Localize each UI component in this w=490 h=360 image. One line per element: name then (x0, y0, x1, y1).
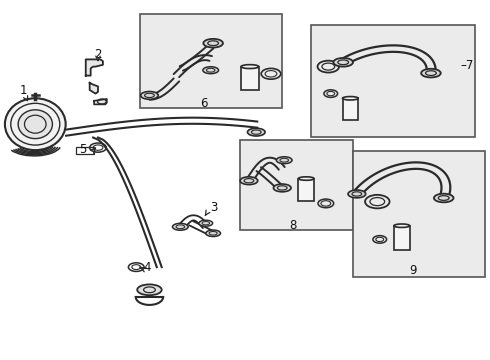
Ellipse shape (247, 128, 265, 136)
Ellipse shape (434, 194, 454, 202)
Ellipse shape (203, 39, 223, 48)
Ellipse shape (172, 223, 188, 230)
Text: 5: 5 (79, 143, 87, 156)
Text: 8: 8 (289, 219, 296, 231)
Ellipse shape (199, 220, 213, 226)
Text: –7: –7 (461, 59, 474, 72)
Bar (241, 67, 259, 90)
Ellipse shape (137, 284, 162, 295)
Bar (394, 226, 410, 250)
Bar (311, 25, 475, 137)
Text: 1: 1 (20, 84, 27, 96)
Ellipse shape (18, 110, 52, 139)
Polygon shape (94, 99, 107, 104)
Ellipse shape (141, 91, 158, 99)
Bar (240, 140, 353, 230)
Bar (76, 147, 94, 154)
Bar (353, 151, 485, 277)
Ellipse shape (276, 157, 292, 164)
Text: 4: 4 (144, 261, 151, 274)
Ellipse shape (343, 96, 358, 100)
Ellipse shape (298, 177, 314, 180)
Polygon shape (86, 59, 103, 76)
Bar (298, 179, 314, 201)
Ellipse shape (273, 184, 291, 192)
Ellipse shape (394, 224, 410, 228)
Ellipse shape (333, 58, 353, 67)
Ellipse shape (206, 230, 220, 237)
Ellipse shape (203, 67, 219, 74)
Polygon shape (90, 83, 98, 94)
Ellipse shape (5, 98, 66, 150)
Text: 2: 2 (95, 48, 102, 61)
Ellipse shape (421, 69, 441, 77)
Ellipse shape (241, 65, 259, 68)
Ellipse shape (348, 190, 366, 198)
Text: 6: 6 (200, 96, 207, 109)
Bar (140, 14, 282, 108)
Text: 9: 9 (409, 264, 416, 277)
Text: 3: 3 (210, 201, 217, 213)
Ellipse shape (240, 177, 258, 185)
Bar (343, 98, 358, 120)
